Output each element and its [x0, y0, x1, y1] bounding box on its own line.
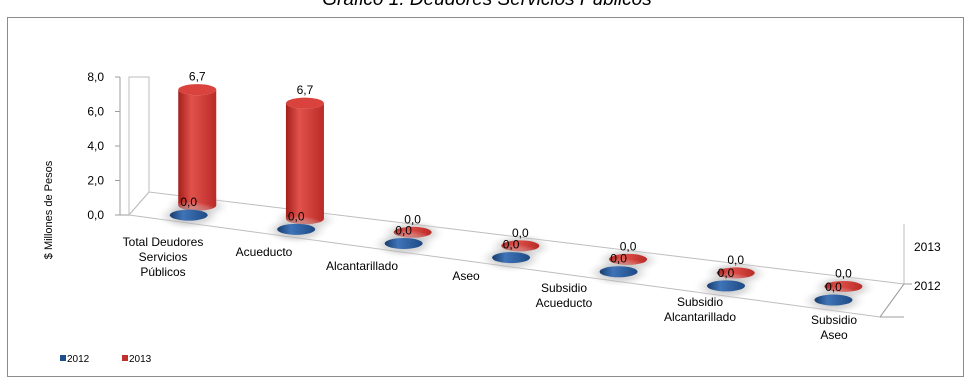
category-label: Acueducto [536, 296, 593, 310]
data-label: 0,0 [610, 252, 627, 266]
data-label: 0,0 [288, 209, 305, 223]
category-label: Servicios [139, 250, 188, 264]
y-tick-label: 4,0 [87, 139, 104, 153]
depth-label: 2013 [914, 240, 941, 254]
bar-disc [384, 237, 423, 249]
bar-top [178, 84, 217, 96]
category-label: Públicos [140, 265, 185, 279]
legend-swatch [122, 355, 128, 361]
bar-disc [492, 252, 531, 264]
y-axis-label: $ Millones de Pesos [43, 160, 55, 259]
data-label: 0,0 [395, 223, 412, 237]
category-label: Aseo [452, 269, 480, 283]
category-label: Subsidio [541, 281, 587, 295]
value-axis-line [119, 77, 129, 216]
category-label: Subsidio [677, 295, 723, 309]
back-wall [128, 76, 150, 217]
bar-disc [277, 223, 316, 235]
legend-label: 2012 [67, 354, 90, 365]
bar-2012-5 [692, 272, 761, 302]
bar-2012-0 [154, 201, 223, 231]
category-label: Subsidio [811, 313, 857, 327]
data-label: 0,0 [620, 239, 637, 253]
bar-disc [599, 266, 638, 278]
bar-2012-2 [369, 229, 438, 259]
data-label: 0,0 [180, 195, 197, 209]
bar-2012-6 [799, 286, 868, 316]
bar-disc [814, 294, 853, 306]
bar-body [285, 103, 324, 225]
chart-frame [7, 17, 964, 377]
bar-2012-1 [262, 215, 331, 245]
category-label: Acueducto [236, 245, 293, 259]
category-label: Alcantarillado [664, 310, 736, 324]
category-label: Alcantarillado [326, 259, 398, 273]
y-tick-label: 6,0 [87, 105, 104, 119]
data-label: 0,0 [404, 212, 421, 226]
data-label: 0,0 [718, 266, 735, 280]
data-label: 0,0 [727, 253, 744, 267]
y-tick-label: 0,0 [87, 208, 104, 222]
bar-2013-1 [270, 97, 339, 235]
depth-axis-line [879, 283, 905, 318]
data-label: 0,0 [512, 226, 529, 240]
data-label: 0,0 [503, 238, 520, 252]
bar-top [285, 97, 324, 109]
data-label: 6,7 [297, 83, 314, 97]
category-label: Aseo [820, 328, 848, 342]
bar-2012-4 [584, 258, 653, 288]
bar-2012-3 [477, 244, 546, 274]
bar-disc [707, 280, 746, 292]
y-tick-label: 8,0 [87, 70, 104, 84]
bar-2013-0 [163, 84, 232, 221]
category-label: Total Deudores [123, 235, 204, 249]
legend-label: 2013 [129, 354, 152, 365]
legend-swatch [60, 355, 66, 361]
bar-body [178, 89, 217, 211]
data-label: 0,0 [825, 280, 842, 294]
bar-disc [169, 209, 208, 221]
chart-title: Gráfico 1. Deudores Servicios Públicos [0, 0, 974, 11]
data-label: 0,0 [835, 266, 852, 280]
data-label: 6,7 [189, 70, 206, 84]
y-tick-label: 2,0 [87, 174, 104, 188]
depth-label: 2012 [914, 279, 941, 293]
